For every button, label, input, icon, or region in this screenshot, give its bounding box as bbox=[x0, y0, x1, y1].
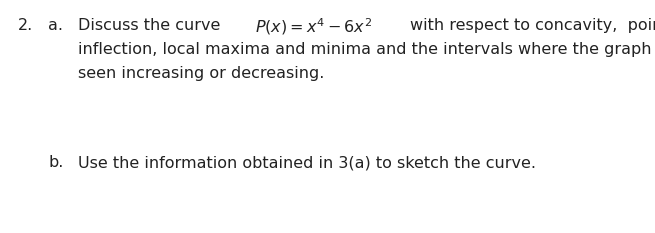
Text: a.: a. bbox=[48, 18, 63, 33]
Text: $P(x) = x^4 - 6x^2$: $P(x) = x^4 - 6x^2$ bbox=[255, 16, 372, 37]
Text: 2.: 2. bbox=[18, 18, 33, 33]
Text: Use the information obtained in 3(a) to sketch the curve.: Use the information obtained in 3(a) to … bbox=[78, 155, 536, 170]
Text: inflection, local maxima and minima and the intervals where the graph is: inflection, local maxima and minima and … bbox=[78, 42, 655, 57]
Text: Discuss the curve: Discuss the curve bbox=[78, 18, 225, 33]
Text: seen increasing or decreasing.: seen increasing or decreasing. bbox=[78, 66, 324, 81]
Text: b.: b. bbox=[48, 155, 64, 170]
Text: with respect to concavity,  points of: with respect to concavity, points of bbox=[410, 18, 655, 33]
